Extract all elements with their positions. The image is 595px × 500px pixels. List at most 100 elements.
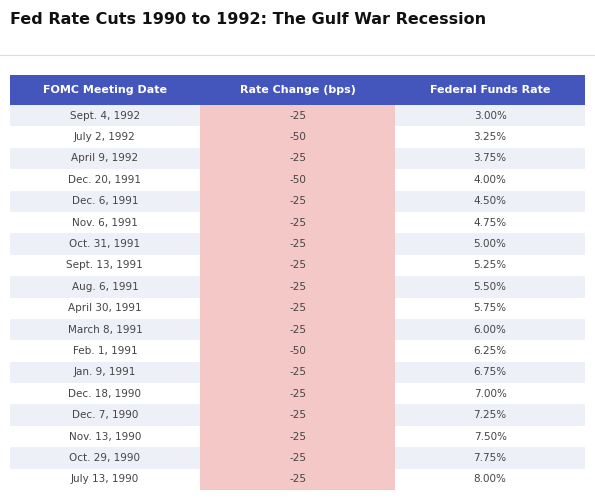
Bar — [200, 190, 395, 212]
Text: 8.00%: 8.00% — [474, 474, 506, 484]
Text: 4.00%: 4.00% — [474, 175, 506, 185]
Text: Jan. 9, 1991: Jan. 9, 1991 — [74, 368, 136, 378]
Text: Aug. 6, 1991: Aug. 6, 1991 — [71, 282, 138, 292]
Bar — [200, 340, 395, 361]
Bar — [10, 319, 200, 340]
Text: 7.75%: 7.75% — [474, 453, 507, 463]
Bar — [395, 468, 585, 490]
Bar — [395, 276, 585, 297]
Text: Feb. 1, 1991: Feb. 1, 1991 — [73, 346, 137, 356]
Text: Dec. 18, 1990: Dec. 18, 1990 — [68, 389, 142, 399]
Text: -25: -25 — [289, 218, 306, 228]
Text: July 13, 1990: July 13, 1990 — [71, 474, 139, 484]
Bar — [395, 169, 585, 190]
Bar — [200, 383, 395, 404]
Text: 3.00%: 3.00% — [474, 110, 506, 120]
Bar — [200, 404, 395, 426]
Text: -25: -25 — [289, 453, 306, 463]
Text: -25: -25 — [289, 324, 306, 334]
Bar — [395, 426, 585, 447]
Bar — [200, 212, 395, 234]
Bar — [395, 234, 585, 254]
Text: -25: -25 — [289, 282, 306, 292]
Bar — [200, 254, 395, 276]
Text: 7.50%: 7.50% — [474, 432, 506, 442]
Text: FOMC Meeting Date: FOMC Meeting Date — [43, 85, 167, 95]
Bar — [200, 447, 395, 468]
Text: March 8, 1991: March 8, 1991 — [67, 324, 142, 334]
Text: Sept. 4, 1992: Sept. 4, 1992 — [70, 110, 140, 120]
Text: 6.00%: 6.00% — [474, 324, 506, 334]
Bar — [200, 234, 395, 254]
Bar — [395, 190, 585, 212]
Bar — [10, 75, 585, 105]
Text: 6.25%: 6.25% — [474, 346, 507, 356]
Bar — [200, 319, 395, 340]
Text: Dec. 20, 1991: Dec. 20, 1991 — [68, 175, 142, 185]
Bar — [10, 383, 200, 404]
Bar — [395, 319, 585, 340]
Text: Rate Change (bps): Rate Change (bps) — [240, 85, 355, 95]
Text: 6.75%: 6.75% — [474, 368, 507, 378]
Bar — [10, 340, 200, 361]
Bar — [200, 468, 395, 490]
Bar — [395, 298, 585, 319]
Text: 5.50%: 5.50% — [474, 282, 506, 292]
Bar — [10, 169, 200, 190]
Bar — [200, 426, 395, 447]
Bar — [10, 254, 200, 276]
Text: 3.75%: 3.75% — [474, 154, 507, 164]
Bar — [10, 234, 200, 254]
Bar — [10, 190, 200, 212]
Text: 5.25%: 5.25% — [474, 260, 507, 270]
Text: 3.25%: 3.25% — [474, 132, 507, 142]
Bar — [10, 447, 200, 468]
Bar — [200, 362, 395, 383]
Text: -50: -50 — [289, 132, 306, 142]
Text: 4.75%: 4.75% — [474, 218, 507, 228]
Text: Oct. 31, 1991: Oct. 31, 1991 — [69, 239, 140, 249]
Bar — [10, 276, 200, 297]
Bar — [395, 383, 585, 404]
Bar — [10, 426, 200, 447]
Bar — [10, 362, 200, 383]
Text: -25: -25 — [289, 432, 306, 442]
Bar — [200, 276, 395, 297]
Bar — [10, 468, 200, 490]
Bar — [200, 126, 395, 148]
Bar — [10, 126, 200, 148]
Text: Oct. 29, 1990: Oct. 29, 1990 — [70, 453, 140, 463]
Text: -25: -25 — [289, 474, 306, 484]
Text: -25: -25 — [289, 410, 306, 420]
Text: 4.50%: 4.50% — [474, 196, 506, 206]
Text: 7.00%: 7.00% — [474, 389, 506, 399]
Bar — [395, 340, 585, 361]
Bar — [395, 148, 585, 169]
Text: Dec. 7, 1990: Dec. 7, 1990 — [71, 410, 138, 420]
Text: Nov. 13, 1990: Nov. 13, 1990 — [68, 432, 141, 442]
Bar — [395, 254, 585, 276]
Bar — [10, 148, 200, 169]
Text: 7.25%: 7.25% — [474, 410, 507, 420]
Text: -25: -25 — [289, 239, 306, 249]
Text: 5.00%: 5.00% — [474, 239, 506, 249]
Text: April 30, 1991: April 30, 1991 — [68, 303, 142, 313]
Text: -50: -50 — [289, 346, 306, 356]
Text: Dec. 6, 1991: Dec. 6, 1991 — [71, 196, 138, 206]
Bar — [395, 105, 585, 126]
Bar — [200, 298, 395, 319]
Bar — [395, 212, 585, 234]
Text: -25: -25 — [289, 389, 306, 399]
Text: Sept. 13, 1991: Sept. 13, 1991 — [67, 260, 143, 270]
Text: July 2, 1992: July 2, 1992 — [74, 132, 136, 142]
Text: -25: -25 — [289, 303, 306, 313]
Text: -50: -50 — [289, 175, 306, 185]
Bar — [10, 212, 200, 234]
Text: -25: -25 — [289, 260, 306, 270]
Text: Federal Funds Rate: Federal Funds Rate — [430, 85, 550, 95]
Text: Fed Rate Cuts 1990 to 1992: The Gulf War Recession: Fed Rate Cuts 1990 to 1992: The Gulf War… — [10, 12, 486, 27]
Bar — [395, 126, 585, 148]
Bar — [200, 148, 395, 169]
Text: Nov. 6, 1991: Nov. 6, 1991 — [72, 218, 138, 228]
Bar — [10, 404, 200, 426]
